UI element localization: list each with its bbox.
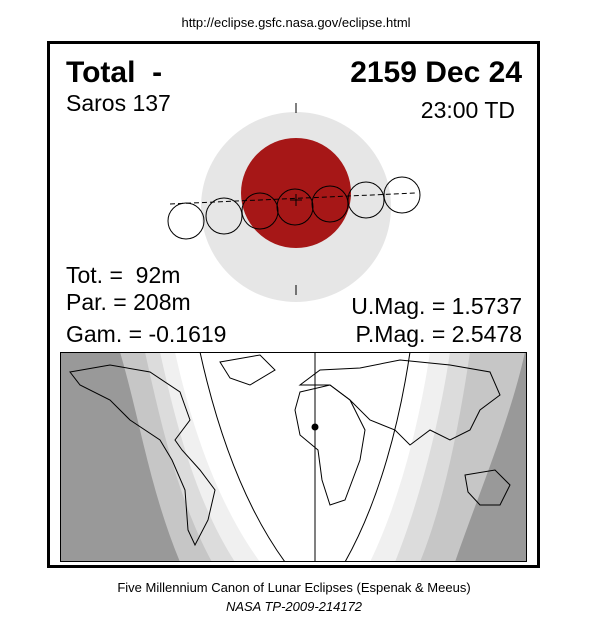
eclipse-date: 2159 Dec 24 bbox=[350, 56, 522, 89]
time: 23:00 TD bbox=[421, 97, 515, 123]
url: http://eclipse.gsfc.nasa.gov/eclipse.htm… bbox=[181, 15, 410, 30]
partial-duration: Par. = 208m bbox=[66, 289, 191, 315]
umbral-magnitude: U.Mag. = 1.5737 bbox=[351, 293, 522, 319]
penumbral-magnitude: P.Mag. = 2.5478 bbox=[356, 321, 522, 347]
eclipse-kind: Total - bbox=[66, 56, 162, 89]
saros: Saros 137 bbox=[66, 90, 171, 116]
footer-reference: NASA TP-2009-214172 bbox=[226, 599, 363, 614]
eclipse-geometry bbox=[167, 103, 421, 302]
total-duration: Tot. = 92m bbox=[66, 262, 180, 288]
footer-title: Five Millennium Canon of Lunar Eclipses … bbox=[117, 580, 470, 595]
gamma: Gam. = -0.1619 bbox=[66, 321, 226, 347]
visibility-map bbox=[60, 352, 527, 562]
